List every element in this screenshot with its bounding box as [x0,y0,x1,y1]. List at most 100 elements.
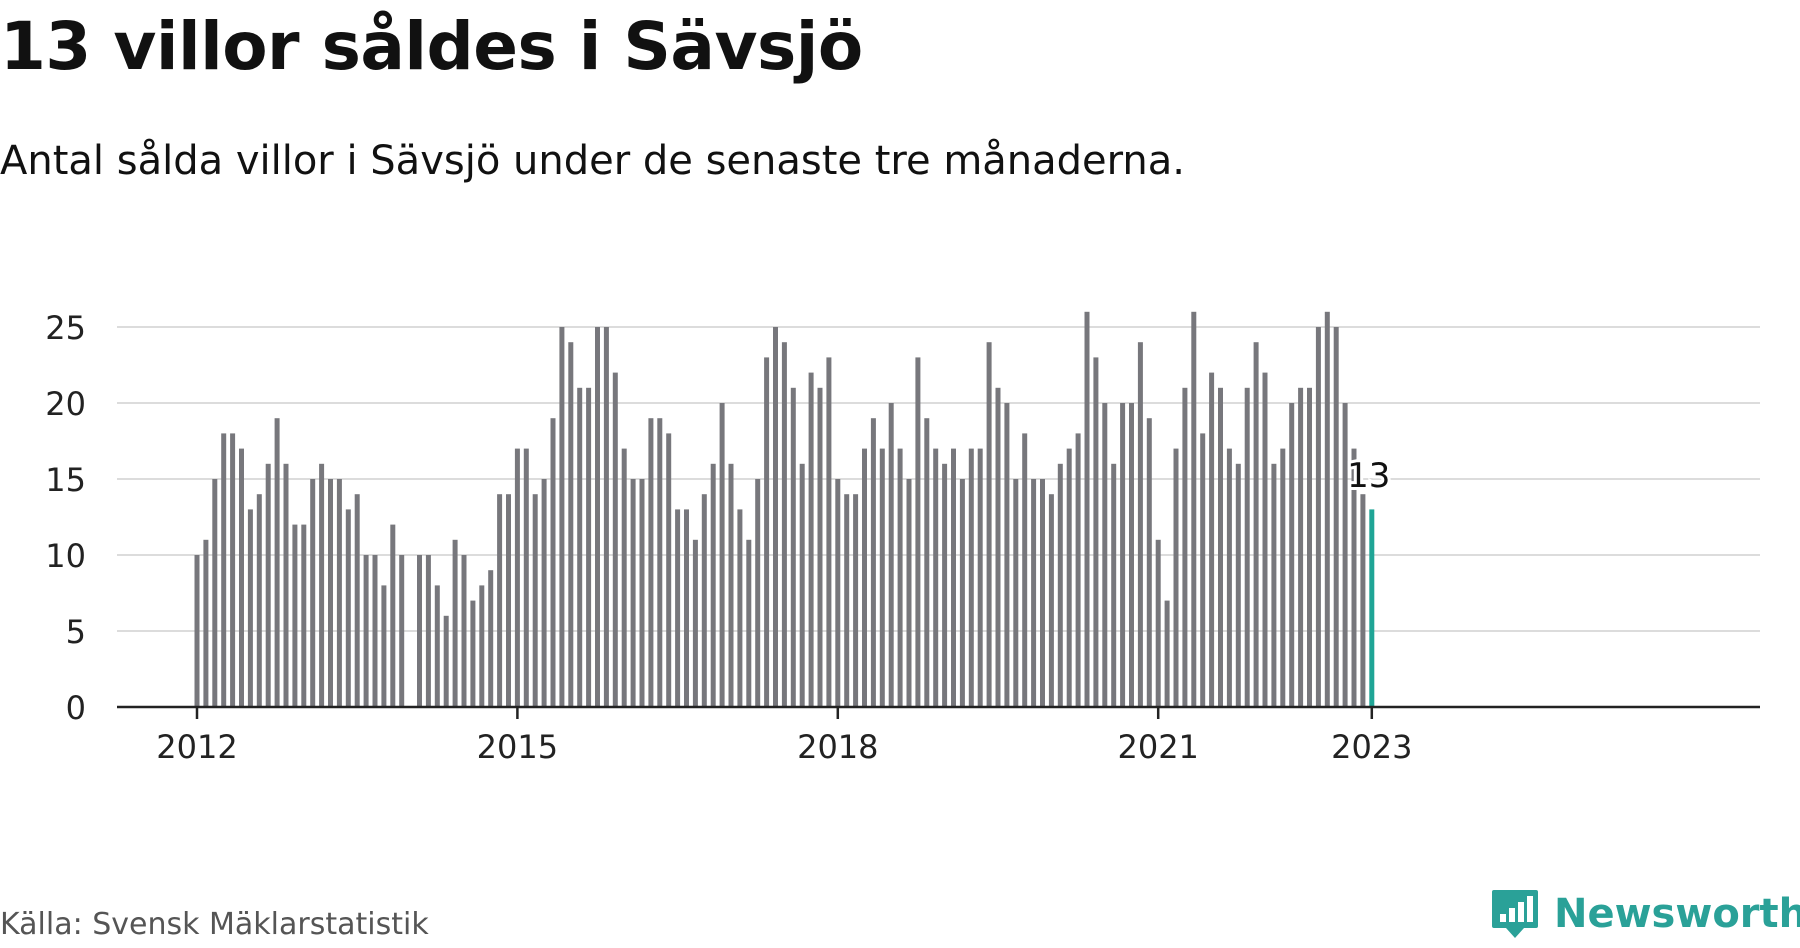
bar [506,494,511,707]
bar [951,448,956,707]
bar [363,555,369,707]
bar [1271,463,1277,707]
bar [461,555,467,707]
bar [1244,387,1250,707]
bar [434,585,440,707]
bar [194,555,200,707]
bar [239,448,244,707]
logo-chart-icon [1492,890,1538,938]
bar [390,524,396,707]
chart-subtitle: Antal sålda villor i Sävsjö under de sen… [0,138,1185,184]
bar [203,539,209,707]
bar [737,509,743,707]
bar [301,524,307,707]
x-tick-label: 2018 [797,728,878,766]
brand-name: Newsworthy [1554,891,1800,937]
bar [283,463,289,707]
bar [799,463,805,707]
bar [1129,403,1134,707]
bar [1013,479,1019,707]
bar [1093,357,1099,707]
bar [1173,448,1179,707]
bar [621,448,627,707]
bar [1146,418,1152,707]
bar [790,387,796,707]
bar [879,448,885,707]
bar [862,448,867,707]
chart-title: 13 villor såldes i Sävsjö [0,8,863,85]
bar [1298,387,1304,707]
bar [692,539,698,707]
bar [265,463,271,707]
bar [212,479,218,707]
bar [942,463,948,707]
bar [906,479,912,707]
bar [399,555,405,707]
bar [1342,403,1348,707]
bar [345,509,351,707]
source-note: Källa: Svensk Mäklarstatistik [0,907,429,942]
bar [1200,433,1206,707]
bar [835,479,841,707]
bar [443,615,449,707]
bar [310,479,316,707]
bar [817,387,823,707]
bar [1120,403,1126,707]
bar [1191,311,1197,707]
bar [1075,433,1081,707]
bar [870,418,876,707]
bar [417,555,422,707]
bar [844,494,850,707]
y-tick-label: 25 [45,309,86,347]
bar [1226,448,1232,707]
bar [1155,539,1161,707]
bar [1324,311,1330,707]
bar [1360,494,1366,707]
bar [1182,387,1188,707]
bar [701,494,707,707]
bar [1209,372,1215,707]
bar [888,403,894,707]
bar [897,448,903,707]
bar [1022,433,1028,707]
bar [612,372,618,707]
bar [1111,463,1117,707]
bar [230,433,236,707]
bar [1289,403,1295,707]
bar [541,479,547,707]
bar [247,509,253,707]
bar [933,448,939,707]
bar [1102,403,1108,707]
bar [853,494,859,707]
bar [728,463,734,707]
y-tick-label: 15 [45,461,86,499]
bar [488,570,494,707]
y-tick-label: 5 [66,613,86,651]
bar [1048,494,1054,707]
bar [1031,479,1037,707]
bar [1262,372,1268,707]
bar [381,585,387,707]
bar [977,448,983,707]
bar [221,433,227,707]
bar [826,357,832,707]
bar [666,433,672,707]
bar [603,327,609,707]
bar [675,509,681,707]
bar [568,342,574,707]
bar [1137,342,1143,707]
bar [470,600,476,707]
bar [319,463,325,707]
bar [523,448,529,707]
last-value-label: 13 [1347,456,1390,496]
bar [1333,327,1339,707]
bar [710,463,716,707]
bar [595,327,600,707]
bar [1253,342,1259,707]
bar [586,387,592,707]
bar [1004,403,1010,707]
bar [968,448,974,707]
bar [639,479,645,707]
bar [1057,463,1063,707]
